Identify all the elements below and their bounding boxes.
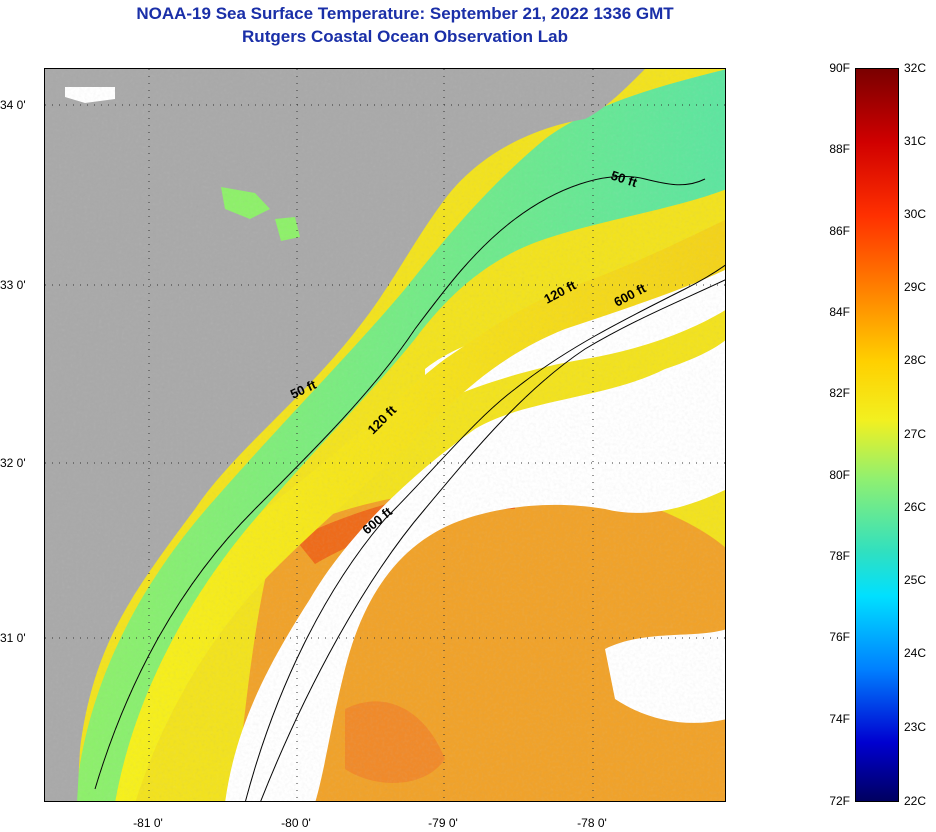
cb-c-23: 23C (904, 720, 927, 734)
lon-tick-81: -81 0' (133, 816, 163, 830)
cb-f-86: 86F (829, 224, 850, 238)
cb-f-80: 80F (829, 468, 850, 482)
cb-f-84: 84F (829, 305, 850, 319)
cb-c-29: 29C (904, 280, 927, 294)
cb-c-24: 24C (904, 646, 927, 660)
sst-map[interactable]: 50 ft 50 ft 120 ft 120 ft 600 ft 600 ft (44, 68, 726, 802)
lat-tick-32: 32 0' (0, 456, 26, 470)
cb-f-90: 90F (829, 61, 850, 75)
cb-c-31: 31C (904, 134, 927, 148)
lat-tick-33: 33 0' (0, 278, 26, 292)
cb-f-78: 78F (829, 549, 850, 563)
cb-f-74: 74F (829, 712, 850, 726)
cb-c-25: 25C (904, 573, 927, 587)
temperature-colorbar (855, 68, 899, 802)
cb-c-22: 22C (904, 794, 927, 808)
lon-tick-80: -80 0' (281, 816, 311, 830)
lon-tick-78: -78 0' (577, 816, 607, 830)
lat-tick-31: 31 0' (0, 631, 26, 645)
sst-map-canvas: 50 ft 50 ft 120 ft 120 ft 600 ft 600 ft (45, 69, 725, 801)
noise-overlay (45, 69, 725, 801)
map-subtitle: Rutgers Coastal Ocean Observation Lab (242, 27, 568, 46)
map-title: NOAA-19 Sea Surface Temperature: Septemb… (136, 4, 674, 23)
colorbar-gradient (856, 69, 898, 801)
cb-f-88: 88F (829, 142, 850, 156)
cb-f-82: 82F (829, 386, 850, 400)
cb-c-26: 26C (904, 500, 927, 514)
cb-c-27: 27C (904, 427, 927, 441)
cb-c-28: 28C (904, 353, 927, 367)
lat-tick-34: 34 0' (0, 98, 26, 112)
cb-f-76: 76F (829, 630, 850, 644)
cb-f-72: 72F (829, 794, 850, 808)
lon-tick-79: -79 0' (428, 816, 458, 830)
cb-c-30: 30C (904, 207, 927, 221)
cb-c-32: 32C (904, 61, 927, 75)
